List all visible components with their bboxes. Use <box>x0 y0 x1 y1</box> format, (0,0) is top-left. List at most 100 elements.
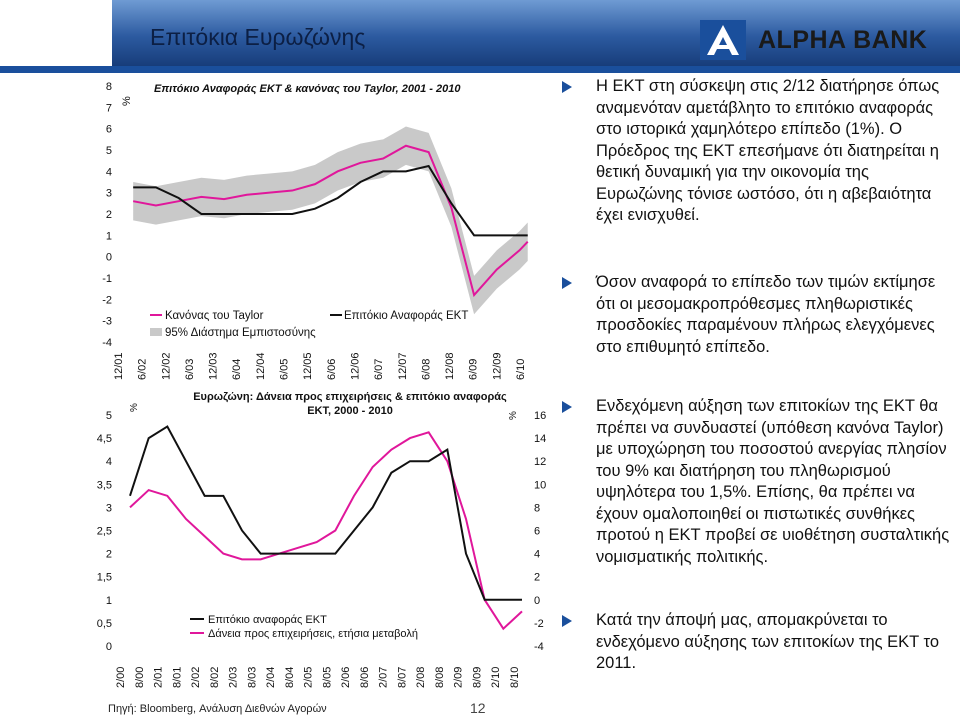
alpha-bank-logo: ALPHA BANK <box>700 20 927 60</box>
chart2-y2-tick: 0 <box>534 595 540 607</box>
chart1-x-tick: 12/05 <box>302 352 314 380</box>
chart1-y-tick: -2 <box>102 294 112 306</box>
chart1-y-tick: 5 <box>106 145 112 157</box>
chart2-loans-line <box>129 431 523 631</box>
chart2-y-tick: 1,5 <box>97 572 112 584</box>
chart1-x-tick: 12/04 <box>255 352 267 380</box>
chart1-x-tick: 6/10 <box>515 359 527 380</box>
chart2-x-tick: 2/10 <box>490 667 502 688</box>
chart2-y2-tick: 4 <box>534 549 540 561</box>
chart2-y-tick: 5 <box>106 410 112 422</box>
page-title: Επιτόκια Ευρωζώνης <box>150 24 366 50</box>
chart2-y2-tick: 12 <box>534 456 546 468</box>
chart1-x-tick: 12/06 <box>349 352 361 380</box>
chart1-x-tick: 6/08 <box>420 359 432 380</box>
bullet-arrow-icon <box>562 81 572 93</box>
bullet-arrow-icon <box>562 277 572 289</box>
chart2-x-tick: 8/00 <box>134 667 146 688</box>
bullet-text: Η ΕΚΤ στη σύσκεψη στις 2/12 διατήρησε όπ… <box>596 77 940 224</box>
chart2-y-tick: 3,5 <box>97 479 112 491</box>
chart1-y-tick: 1 <box>106 230 112 242</box>
chart1-x-tick: 12/02 <box>160 352 172 380</box>
chart2-y2-tick: 10 <box>534 479 546 491</box>
chart2-y-tick: 0 <box>106 641 112 653</box>
chart2-y-tick: 4 <box>106 456 112 468</box>
chart1-y-tick: 3 <box>106 188 112 200</box>
title-bar <box>112 0 960 66</box>
chart1-legend-band: 95% Διάστημα Εμπιστοσύνης <box>165 327 316 339</box>
chart2-y2-tick: 14 <box>534 433 546 445</box>
chart1-title: Επιτόκιο Αναφοράς ΕΚΤ & κανόνας του Tayl… <box>154 83 461 95</box>
chart1-x-tick: 12/08 <box>444 352 456 380</box>
chart2-y2-tick: 2 <box>534 572 540 584</box>
chart1-legend-taylor: Κανόνας του Taylor <box>165 310 264 322</box>
chart1-y-tick: 4 <box>106 166 112 178</box>
chart2-unit-right: % <box>508 411 519 420</box>
chart2-x-tick: 2/04 <box>265 667 277 688</box>
chart2-legend-ecb: Επιτόκιο αναφοράς ΕΚΤ <box>208 614 327 626</box>
chart2-x-tick: 2/03 <box>228 667 240 688</box>
chart1-confidence-band <box>133 126 528 315</box>
ecb-taylor-chart-svg: 8 7 6 5 4 3 2 1 0 -1 -2 -3 -4 12/01 6/02 12/02 6/03 12/0… <box>102 81 529 380</box>
chart2-x-tick: 8/07 <box>396 667 408 688</box>
chart2-y-tick: 1 <box>106 595 112 607</box>
chart1-y-tick: 0 <box>106 252 112 264</box>
chart2-unit-left: % <box>129 403 140 412</box>
chart1-ecb-rate-line <box>133 164 528 237</box>
chart1-y-tick: 2 <box>106 209 112 221</box>
ecb-taylor-chart: 8 7 6 5 4 3 2 1 0 -1 -2 -3 -4 12/01 6/02 12/02 6/03 12/0… <box>0 74 552 384</box>
chart1-x-tick: 6/09 <box>468 359 480 380</box>
bullet-text: Όσον αναφορά το επίπεδο των τιμών εκτίμη… <box>596 273 936 356</box>
chart1-y-tick: -4 <box>102 337 112 349</box>
logo-text: ALPHA BANK <box>758 25 928 54</box>
chart2-x-tick: 2/08 <box>415 667 427 688</box>
chart2-title-line2: ΕΚΤ, 2000 - 2010 <box>307 405 393 417</box>
chart2-x-tick: 2/09 <box>453 667 465 688</box>
chart2-legend-loans: Δάνεια προς επιχειρήσεις, ετήσια μεταβολ… <box>208 628 418 640</box>
chart2-y-tick: 2,5 <box>97 526 112 538</box>
chart1-unit-label: % <box>121 96 133 106</box>
chart2-x-tick: 2/01 <box>153 667 165 688</box>
page-number: 12 <box>470 700 486 716</box>
loans-rate-chart-svg: 54,543,532,521,510,50 1614121086420-2-4 … <box>97 391 547 688</box>
bullet-item: Όσον αναφορά το επίπεδο των τιμών εκτίμη… <box>562 272 958 358</box>
header-divider <box>0 66 960 73</box>
chart1-legend-band-swatch <box>150 328 162 336</box>
chart1-x-tick: 12/01 <box>113 352 125 380</box>
chart2-y-tick: 2 <box>106 549 112 561</box>
chart2-x-tick: 8/09 <box>471 667 483 688</box>
chart1-x-tick: 12/09 <box>491 352 503 380</box>
chart1-x-tick: 12/07 <box>397 352 409 380</box>
chart1-x-tick: 6/06 <box>326 359 338 380</box>
bullet-item: Ενδεχόμενη αύξηση των επιτοκίων της ΕΚΤ … <box>562 396 958 568</box>
chart2-x-tick: 8/05 <box>321 667 333 688</box>
chart2-title-line1: Ευρωζώνη: Δάνεια προς επιχειρήσεις & επι… <box>193 391 507 403</box>
chart2-x-tick: 2/02 <box>190 667 202 688</box>
chart1-x-tick: 6/02 <box>137 359 149 380</box>
chart1-x-tick: 6/04 <box>231 359 243 380</box>
chart2-x-tick: 8/03 <box>246 667 258 688</box>
chart2-x-tick: 8/01 <box>171 667 183 688</box>
chart2-x-tick: 2/06 <box>340 667 352 688</box>
bullet-item: Κατά την άποψή μας, απομακρύνεται το ενδ… <box>562 610 958 675</box>
chart1-taylor-line <box>132 144 529 298</box>
chart1-legend-ecb: Επιτόκιο Αναφοράς ΕΚΤ <box>344 310 468 322</box>
chart1-y-tick: 8 <box>106 81 112 93</box>
chart1-x-tick: 6/05 <box>279 359 291 380</box>
chart2-x-tick: 8/08 <box>434 667 446 688</box>
chart2-x-tick: 2/05 <box>303 667 315 688</box>
chart1-x-tick: 12/03 <box>208 352 220 380</box>
chart2-y-tick: 0,5 <box>97 618 112 630</box>
chart2-y2-tick: 8 <box>534 502 540 514</box>
chart2-x-tick: 8/06 <box>359 667 371 688</box>
loans-rate-chart: 5 4,5 4 3,5 3 2,5 2 1,5 1 0,5 0 16 14 12 10 8 6 4 2 0 -2 -4 … <box>0 388 552 693</box>
chart1-y-tick: 6 <box>106 124 112 136</box>
chart1-y-tick: 7 <box>106 102 112 114</box>
chart2-x-tick: 8/10 <box>509 667 521 688</box>
alpha-bank-logo-icon <box>700 20 746 60</box>
bullet-text: Ενδεχόμενη αύξηση των επιτοκίων της ΕΚΤ … <box>596 397 950 566</box>
bullet-text: Κατά την άποψή μας, απομακρύνεται το ενδ… <box>596 611 940 672</box>
bullet-item: Η ΕΚΤ στη σύσκεψη στις 2/12 διατήρησε όπ… <box>562 76 958 227</box>
chart1-y-tick: -1 <box>102 273 112 285</box>
bullet-arrow-icon <box>562 615 572 627</box>
